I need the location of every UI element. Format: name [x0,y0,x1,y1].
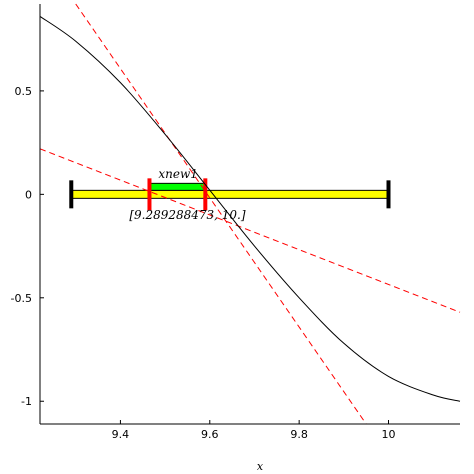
y-tick-label: 0.5 [15,85,33,98]
y-tick-label: 0 [25,188,32,201]
annotation-label-2: [9.289288473, 10.] [129,208,246,222]
tick-labels: 9.4 9.6 9.8 10 -1 -0.5 0 0.5 x [11,85,396,473]
y-tick-label: -0.5 [11,292,32,305]
interval-bars [69,178,391,211]
tangent-lines [39,3,461,425]
inner-interval-bar [148,182,206,191]
tangent-line-1 [75,3,367,425]
function-curve [39,16,461,402]
tangent-line-2 [39,148,461,313]
x-tick-label: 9.6 [201,428,219,441]
axes [39,4,460,425]
function-curve-path [39,16,461,402]
annotations: xnew1 [9.289288473, 10.] [129,167,246,222]
y-tick-label: -1 [21,395,32,408]
x-axis-title: x [257,460,264,473]
annotation-label-1: xnew1 [158,167,198,181]
x-tick-label: 9.8 [290,428,308,441]
x-tick-label: 9.4 [112,428,130,441]
outer-interval-bar [70,189,390,199]
x-tick-label: 10 [382,428,396,441]
